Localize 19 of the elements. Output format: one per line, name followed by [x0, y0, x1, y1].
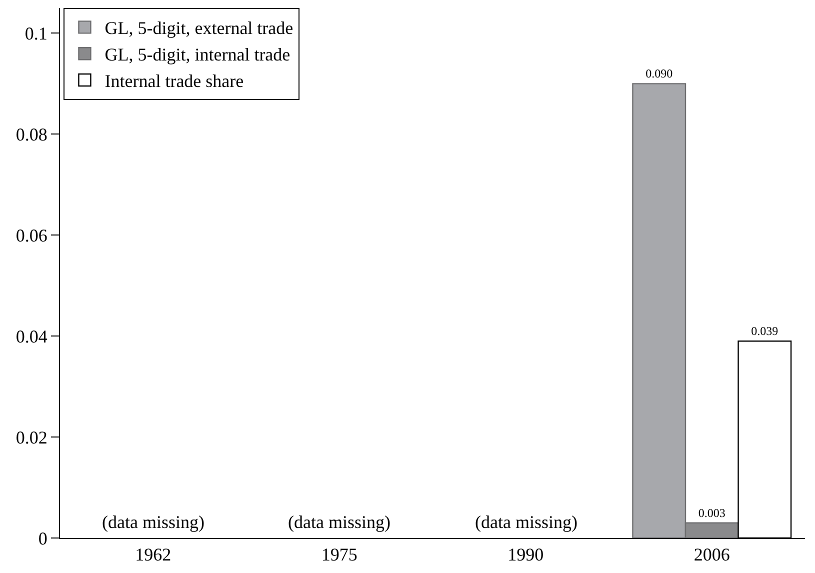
- data-label: 0.090: [646, 66, 673, 81]
- annotation: (data missing): [475, 512, 578, 532]
- legend-label: Internal trade share: [104, 71, 244, 92]
- y-tick-label: 0.04: [16, 326, 48, 346]
- x-tick-label: 2006: [694, 544, 730, 565]
- legend-label: GL, 5-digit, external trade: [104, 18, 294, 38]
- x-tick-label: 1975: [321, 544, 358, 565]
- x-tick-label: 1990: [508, 544, 544, 565]
- y-tick-label: 0.08: [16, 124, 48, 144]
- annotation: (data missing): [288, 512, 390, 532]
- legend-label: GL, 5-digit, internal trade: [104, 44, 290, 65]
- data-label: 0.003: [698, 506, 726, 520]
- y-tick-label: 0.06: [16, 225, 48, 246]
- y-tick-label: 0.1: [24, 24, 48, 44]
- y-tick-label: 0: [38, 528, 48, 548]
- data-label: 0.039: [751, 324, 778, 338]
- annotation: (data missing): [102, 512, 204, 532]
- x-tick-label: 1962: [135, 544, 172, 565]
- y-tick-label: 0.02: [16, 427, 48, 448]
